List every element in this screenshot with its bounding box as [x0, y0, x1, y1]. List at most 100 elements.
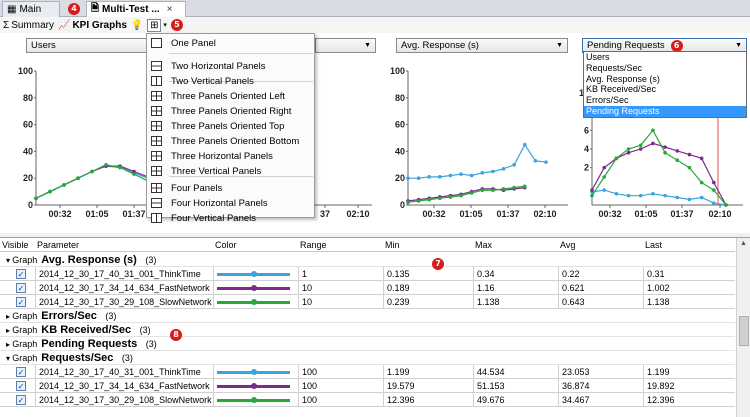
- column-header[interactable]: Visible: [2, 240, 29, 250]
- visible-checkbox[interactable]: ✓: [16, 297, 26, 307]
- column-header[interactable]: Range: [300, 240, 327, 250]
- panel-layout-icon: [151, 151, 162, 161]
- parameter-cell: 2014_12_30_17_34_14_634_FastNetwork: [35, 379, 213, 393]
- layout-menu-item[interactable]: Two Vertical Panels: [147, 74, 314, 88]
- y-tick-label: 0: [400, 200, 405, 210]
- range-cell[interactable]: 10: [298, 295, 383, 309]
- line-color-swatch[interactable]: [217, 285, 290, 291]
- scroll-up-icon[interactable]: ▲: [740, 240, 747, 247]
- metric-select-value: Avg. Response (s): [401, 40, 479, 51]
- layout-menu-item[interactable]: Three Horizontal Panels: [147, 149, 314, 163]
- graph-group-name: Pending Requests: [41, 338, 138, 350]
- tab-multi-test[interactable]: 🗎 Multi-Test ... ×: [86, 1, 186, 17]
- graph-word: Graph: [12, 353, 38, 363]
- expand-arrow-icon[interactable]: ▾: [6, 354, 13, 363]
- metric-dropdown-list[interactable]: Users Requests/Sec Avg. Response (s) KB Rec…: [583, 51, 747, 118]
- color-cell[interactable]: [213, 295, 298, 309]
- dropdown-option[interactable]: Avg. Response (s): [586, 73, 660, 84]
- data-point: [675, 158, 680, 162]
- layout-menu-item-label: Three Panels Oriented Right: [171, 105, 292, 117]
- color-cell[interactable]: [213, 379, 298, 393]
- kpi-graphs-button[interactable]: 📈 KPI Graphs: [58, 20, 127, 31]
- parameter-cell: 2014_12_30_17_30_29_108_SlowNetwork: [35, 295, 213, 309]
- scrollbar-thumb[interactable]: [739, 316, 749, 346]
- close-icon[interactable]: ×: [166, 4, 173, 15]
- metric-select-value: Users: [31, 40, 56, 51]
- data-point: [614, 192, 619, 196]
- layout-menu-item[interactable]: One Panel: [147, 36, 314, 50]
- color-cell[interactable]: [213, 393, 298, 407]
- tab-main-label: Main: [19, 4, 42, 15]
- column-header[interactable]: Last: [645, 240, 663, 250]
- graph-group-count: (3): [143, 339, 157, 349]
- max-cell: 44.534: [473, 365, 558, 379]
- line-color-swatch[interactable]: [217, 299, 290, 305]
- y-tick-label: 100: [18, 66, 33, 76]
- data-point: [448, 195, 453, 199]
- layout-menu-item[interactable]: Four Panels: [147, 181, 314, 195]
- table-scrollbar[interactable]: ▲: [736, 238, 750, 417]
- callout-badge-5: 5: [170, 19, 183, 31]
- graph-word: Graph: [12, 339, 38, 349]
- graph-group-row[interactable]: ▾ Graph Requests/Sec (3): [0, 351, 735, 365]
- range-cell[interactable]: 100: [298, 365, 383, 379]
- color-cell[interactable]: [213, 365, 298, 379]
- lightbulb-icon[interactable]: 💡: [130, 19, 144, 31]
- data-point: [533, 158, 538, 163]
- layout-menu-item[interactable]: Three Panels Oriented Bottom: [147, 134, 314, 148]
- visible-checkbox[interactable]: ✓: [16, 395, 26, 405]
- visible-checkbox[interactable]: ✓: [16, 269, 26, 279]
- column-header[interactable]: Max: [475, 240, 493, 250]
- line-color-swatch[interactable]: [217, 369, 290, 375]
- graph-group-row[interactable]: ▾ Graph Avg. Response (s) (3): [0, 253, 735, 267]
- last-cell: 12.396: [643, 393, 735, 407]
- column-header[interactable]: Color: [215, 240, 237, 250]
- graph-group-row[interactable]: ▸ Graph KB Received/Sec (3): [0, 323, 735, 337]
- range-cell[interactable]: 100: [298, 379, 383, 393]
- visible-checkbox[interactable]: ✓: [16, 367, 26, 377]
- dropdown-option[interactable]: Requests/Sec: [586, 62, 643, 73]
- layout-menu-item[interactable]: Three Panels Oriented Top: [147, 119, 314, 133]
- x-tick-label: 01:05: [459, 209, 482, 219]
- summary-button[interactable]: Σ Summary: [3, 20, 54, 31]
- range-cell[interactable]: 10: [298, 281, 383, 295]
- collapse-arrow-icon[interactable]: ▸: [6, 340, 13, 349]
- dropdown-option[interactable]: KB Received/Sec: [586, 84, 657, 95]
- line-color-swatch[interactable]: [217, 271, 290, 277]
- metric-select[interactable]: ▼: [315, 38, 376, 53]
- layout-menu-item[interactable]: Two Horizontal Panels: [147, 59, 314, 73]
- collapse-arrow-icon[interactable]: ▸: [6, 312, 13, 321]
- visible-checkbox[interactable]: ✓: [16, 283, 26, 293]
- layout-menu-item[interactable]: Four Horizontal Panels: [147, 196, 314, 210]
- tab-main[interactable]: ▦ Main: [2, 1, 60, 17]
- dropdown-option[interactable]: Users: [586, 52, 610, 62]
- color-cell[interactable]: [213, 281, 298, 295]
- table-row: ✓ 2014_12_30_17_34_14_634_FastNetwork 10 0.…: [0, 281, 735, 295]
- layout-menu-item[interactable]: Three Panels Oriented Right: [147, 104, 314, 118]
- dropdown-option[interactable]: Errors/Sec: [586, 95, 629, 106]
- data-point: [663, 193, 667, 198]
- graph-group-row[interactable]: ▸ Graph Pending Requests (3): [0, 337, 735, 351]
- visible-checkbox[interactable]: ✓: [16, 381, 26, 391]
- metric-select[interactable]: Avg. Response (s) ▼: [396, 38, 568, 53]
- column-header[interactable]: Min: [385, 240, 400, 250]
- color-cell[interactable]: [213, 267, 298, 281]
- column-header[interactable]: Avg: [560, 240, 576, 250]
- layout-menu-item[interactable]: Three Panels Oriented Left: [147, 89, 314, 103]
- layout-menu-item-label: Three Horizontal Panels: [171, 150, 273, 162]
- range-cell[interactable]: 1: [298, 267, 383, 281]
- layout-button[interactable]: ⊞ ▾: [147, 18, 167, 32]
- collapse-arrow-icon[interactable]: ▸: [6, 326, 13, 335]
- range-cell[interactable]: 100: [298, 393, 383, 407]
- data-point: [687, 152, 692, 157]
- dropdown-option[interactable]: Pending Requests: [584, 105, 746, 117]
- table-row: ✓ 2014_12_30_17_40_31_001_ThinkTime 1 0.135…: [0, 267, 735, 281]
- layout-menu-item[interactable]: Four Vertical Panels: [147, 211, 314, 225]
- line-color-swatch[interactable]: [217, 397, 290, 403]
- layout-menu-item[interactable]: Three Vertical Panels: [147, 164, 314, 178]
- layout-menu-item-label: One Panel: [171, 37, 216, 49]
- expand-arrow-icon[interactable]: ▾: [6, 256, 13, 265]
- line-color-swatch[interactable]: [217, 383, 290, 389]
- column-header[interactable]: Parameter: [37, 240, 80, 250]
- graph-group-row[interactable]: ▸ Graph Errors/Sec (3): [0, 309, 735, 323]
